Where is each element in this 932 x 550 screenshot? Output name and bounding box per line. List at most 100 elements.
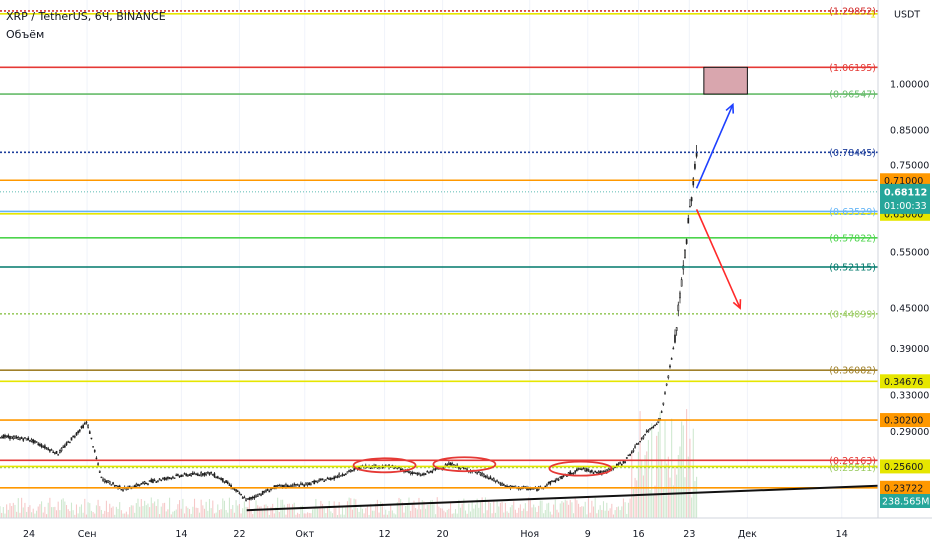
- volume-bar: [533, 504, 535, 518]
- volume-bar: [2, 507, 4, 518]
- volume-bar: [69, 511, 71, 518]
- volume-bar: [493, 500, 495, 518]
- x-tick-label: Сен: [78, 529, 97, 540]
- volume-bar: [566, 500, 568, 518]
- volume-bar: [637, 451, 639, 518]
- candle: [265, 490, 267, 493]
- candle: [315, 480, 317, 483]
- volume-bar: [682, 425, 684, 518]
- volume-bar: [52, 507, 54, 518]
- price-tick-label: 0.55000: [890, 247, 929, 258]
- candle: [291, 485, 294, 488]
- candle: [479, 472, 482, 476]
- candle: [687, 217, 690, 224]
- volume-bar: [498, 506, 500, 518]
- volume-bar: [686, 409, 688, 518]
- volume-bar: [248, 499, 250, 518]
- pattern-ellipse: [548, 460, 613, 477]
- volume-bar: [122, 513, 124, 518]
- volume-bar: [198, 512, 201, 518]
- candle: [35, 441, 38, 443]
- candle: [552, 480, 555, 483]
- volume-bar: [564, 499, 566, 518]
- volume-bar: [253, 508, 255, 518]
- candle: [9, 435, 11, 440]
- volume-bar: [165, 511, 167, 518]
- volume-bar: [350, 498, 352, 518]
- volume-bar: [36, 510, 38, 518]
- candle: [245, 498, 247, 501]
- candle: [576, 468, 578, 472]
- volume-bar: [474, 504, 477, 518]
- candle: [481, 472, 483, 477]
- level-price-label: (0.44099): [829, 309, 876, 320]
- volume-bar: [295, 514, 297, 518]
- volume-bar: [0, 506, 1, 518]
- candle: [285, 484, 287, 488]
- volume-bar: [79, 506, 81, 518]
- volume-bar: [340, 514, 342, 518]
- volume-bar: [44, 506, 46, 518]
- volume-bar: [265, 504, 267, 518]
- volume-bar: [516, 512, 518, 518]
- volume-indicator-label[interactable]: Объём: [6, 28, 45, 41]
- candle: [34, 440, 36, 443]
- candle: [346, 471, 349, 474]
- candle: [348, 469, 350, 472]
- volume-bar: [39, 504, 41, 518]
- volume-bar: [544, 510, 546, 518]
- volume-bar: [169, 497, 171, 518]
- volume-bar: [70, 502, 73, 518]
- volume-bar: [46, 514, 48, 518]
- candle: [408, 471, 410, 474]
- volume-bar: [363, 513, 365, 518]
- candle: [328, 477, 331, 480]
- volume-bar: [456, 513, 458, 518]
- volume-bar: [503, 512, 505, 518]
- candle: [281, 484, 284, 488]
- candle: [223, 481, 226, 483]
- volume-bar: [484, 497, 486, 518]
- candle: [270, 488, 272, 491]
- volume-bar: [676, 474, 678, 518]
- volume-bar: [614, 510, 616, 518]
- volume-bar: [67, 509, 69, 518]
- volume-bar: [102, 513, 104, 518]
- candle: [93, 450, 96, 452]
- volume-bar: [644, 455, 646, 518]
- candle: [142, 482, 144, 484]
- candle: [649, 428, 651, 430]
- volume-bar: [310, 513, 312, 518]
- volume-bar: [114, 514, 116, 518]
- volume-bar: [657, 431, 659, 518]
- volume-bar: [554, 499, 556, 518]
- volume-bar: [205, 501, 207, 518]
- volume-bar: [147, 503, 149, 518]
- candle: [60, 448, 63, 452]
- volume-bar: [77, 513, 79, 518]
- symbol-title[interactable]: XRP / TetherUS, 6Ч, BINANCE: [6, 10, 166, 23]
- candle: [424, 473, 427, 475]
- candle: [511, 485, 513, 488]
- volume-bar: [227, 512, 229, 518]
- candle: [650, 427, 653, 429]
- volume-bar: [446, 510, 448, 518]
- countdown-label: 01:00:33: [884, 201, 927, 212]
- volume-bar: [406, 504, 408, 518]
- candle: [5, 435, 8, 438]
- volume-bar: [24, 502, 26, 518]
- candle: [44, 445, 46, 449]
- volume-bar: [115, 506, 117, 518]
- volume-bar: [388, 510, 390, 518]
- volume-bar: [370, 503, 372, 518]
- volume-bar: [139, 506, 141, 518]
- candle: [55, 450, 58, 454]
- candle: [486, 475, 488, 478]
- volume-bar: [348, 497, 350, 518]
- volume-bar: [627, 502, 629, 518]
- candle: [414, 472, 417, 474]
- candle: [140, 483, 143, 485]
- candle: [644, 434, 646, 436]
- volume-bar: [563, 502, 565, 518]
